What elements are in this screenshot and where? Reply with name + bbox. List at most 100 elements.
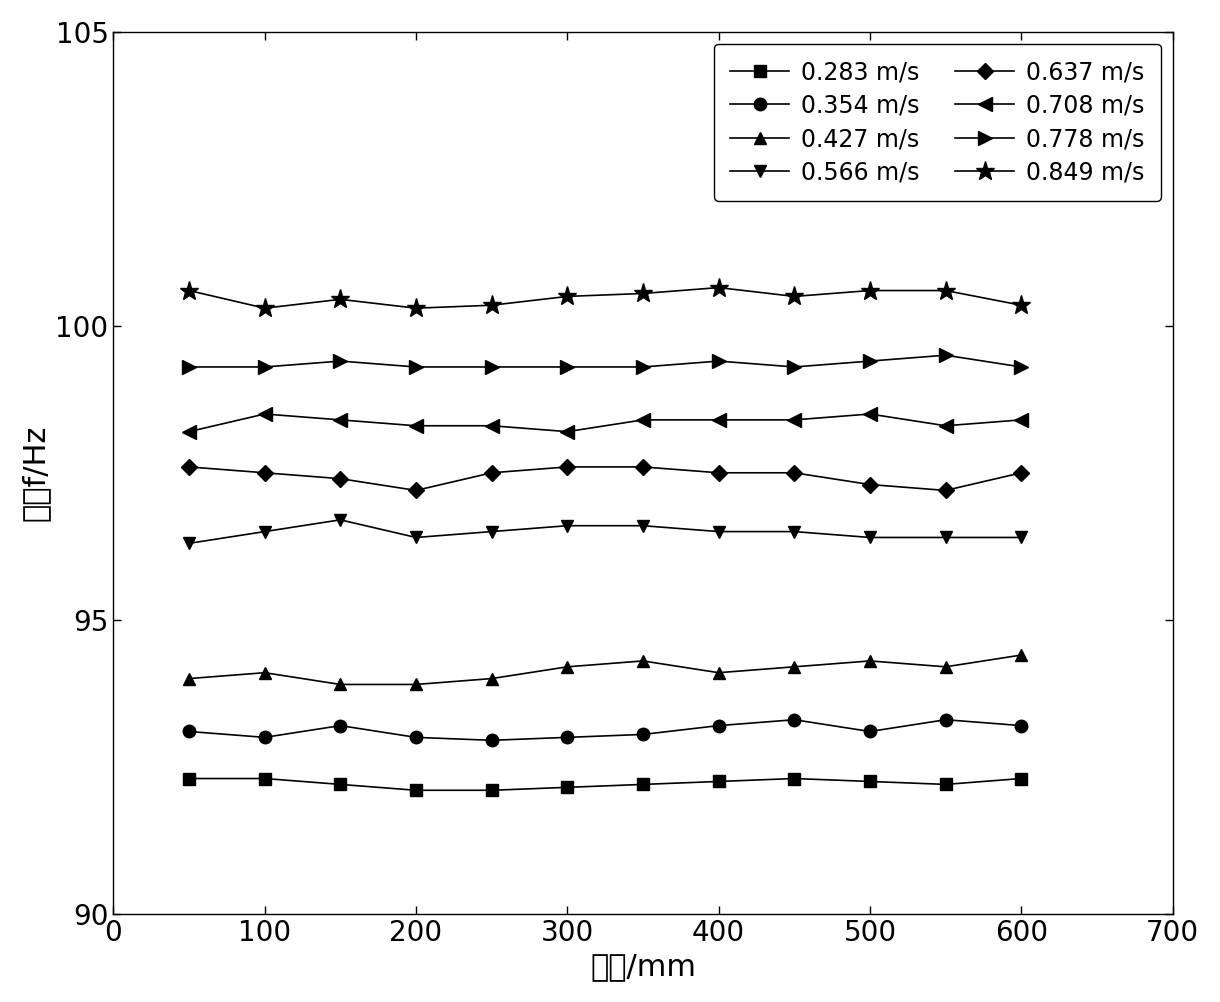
0.637 m/s <box>560 461 575 473</box>
0.708 m/s <box>560 426 575 438</box>
0.354 m/s <box>484 734 499 746</box>
Legend: 0.283 m/s, 0.354 m/s, 0.427 m/s, 0.566 m/s, 0.637 m/s, 0.708 m/s, 0.778 m/s, 0.8: 0.283 m/s, 0.354 m/s, 0.427 m/s, 0.566 m… <box>714 44 1160 201</box>
0.354 m/s <box>711 719 726 731</box>
Y-axis label: 频率f/Hz: 频率f/Hz <box>21 425 50 521</box>
0.849 m/s <box>863 285 877 297</box>
0.427 m/s <box>863 655 877 667</box>
0.427 m/s <box>560 660 575 672</box>
0.637 m/s <box>182 461 196 473</box>
0.427 m/s <box>636 655 650 667</box>
0.283 m/s <box>182 773 196 785</box>
0.566 m/s <box>560 520 575 532</box>
Line: 0.708 m/s: 0.708 m/s <box>182 407 1028 439</box>
0.566 m/s <box>409 531 423 543</box>
0.283 m/s <box>636 779 650 791</box>
0.283 m/s <box>257 773 272 785</box>
0.778 m/s <box>182 361 196 373</box>
0.566 m/s <box>484 526 499 538</box>
0.849 m/s <box>636 288 650 300</box>
0.427 m/s <box>182 672 196 684</box>
0.849 m/s <box>938 285 953 297</box>
0.637 m/s <box>409 484 423 496</box>
0.283 m/s <box>938 779 953 791</box>
0.427 m/s <box>484 672 499 684</box>
0.354 m/s <box>787 713 802 725</box>
0.708 m/s <box>711 414 726 426</box>
0.849 m/s <box>560 291 575 303</box>
0.708 m/s <box>409 420 423 432</box>
0.354 m/s <box>560 731 575 743</box>
0.566 m/s <box>182 537 196 549</box>
Line: 0.566 m/s: 0.566 m/s <box>183 514 1027 549</box>
0.708 m/s <box>333 414 348 426</box>
0.566 m/s <box>711 526 726 538</box>
0.354 m/s <box>938 713 953 725</box>
0.566 m/s <box>938 531 953 543</box>
0.778 m/s <box>787 361 802 373</box>
0.849 m/s <box>257 303 272 315</box>
0.637 m/s <box>711 467 726 479</box>
0.778 m/s <box>1014 361 1028 373</box>
0.283 m/s <box>484 785 499 797</box>
0.778 m/s <box>333 355 348 367</box>
Line: 0.283 m/s: 0.283 m/s <box>183 773 1027 797</box>
Line: 0.637 m/s: 0.637 m/s <box>183 461 1027 496</box>
0.778 m/s <box>863 355 877 367</box>
0.566 m/s <box>333 514 348 526</box>
0.708 m/s <box>863 408 877 420</box>
0.849 m/s <box>484 300 499 312</box>
0.637 m/s <box>636 461 650 473</box>
0.708 m/s <box>257 408 272 420</box>
0.708 m/s <box>484 420 499 432</box>
0.427 m/s <box>409 678 423 690</box>
0.849 m/s <box>1014 300 1028 312</box>
0.354 m/s <box>409 731 423 743</box>
0.354 m/s <box>863 725 877 737</box>
0.637 m/s <box>333 473 348 485</box>
X-axis label: 距离/mm: 距离/mm <box>590 952 695 981</box>
0.283 m/s <box>1014 773 1028 785</box>
0.354 m/s <box>257 731 272 743</box>
0.354 m/s <box>636 728 650 740</box>
0.778 m/s <box>560 361 575 373</box>
0.849 m/s <box>333 294 348 306</box>
0.708 m/s <box>938 420 953 432</box>
0.354 m/s <box>1014 719 1028 731</box>
0.778 m/s <box>711 355 726 367</box>
0.427 m/s <box>257 666 272 678</box>
0.708 m/s <box>182 426 196 438</box>
0.566 m/s <box>787 526 802 538</box>
0.427 m/s <box>938 660 953 672</box>
0.283 m/s <box>333 779 348 791</box>
0.637 m/s <box>1014 467 1028 479</box>
0.637 m/s <box>484 467 499 479</box>
0.778 m/s <box>636 361 650 373</box>
0.283 m/s <box>863 776 877 788</box>
0.849 m/s <box>409 303 423 315</box>
0.566 m/s <box>863 531 877 543</box>
0.708 m/s <box>1014 414 1028 426</box>
0.427 m/s <box>711 666 726 678</box>
0.849 m/s <box>787 291 802 303</box>
0.283 m/s <box>711 776 726 788</box>
0.354 m/s <box>182 725 196 737</box>
Line: 0.778 m/s: 0.778 m/s <box>182 349 1028 374</box>
0.637 m/s <box>787 467 802 479</box>
0.354 m/s <box>333 719 348 731</box>
0.566 m/s <box>257 526 272 538</box>
0.637 m/s <box>863 479 877 491</box>
0.778 m/s <box>257 361 272 373</box>
Line: 0.427 m/s: 0.427 m/s <box>183 649 1027 690</box>
0.708 m/s <box>636 414 650 426</box>
0.849 m/s <box>182 285 196 297</box>
0.778 m/s <box>484 361 499 373</box>
0.708 m/s <box>787 414 802 426</box>
0.778 m/s <box>938 349 953 361</box>
Line: 0.849 m/s: 0.849 m/s <box>179 278 1031 318</box>
0.566 m/s <box>636 520 650 532</box>
0.283 m/s <box>560 782 575 794</box>
0.283 m/s <box>787 773 802 785</box>
0.637 m/s <box>938 484 953 496</box>
0.637 m/s <box>257 467 272 479</box>
0.427 m/s <box>787 660 802 672</box>
